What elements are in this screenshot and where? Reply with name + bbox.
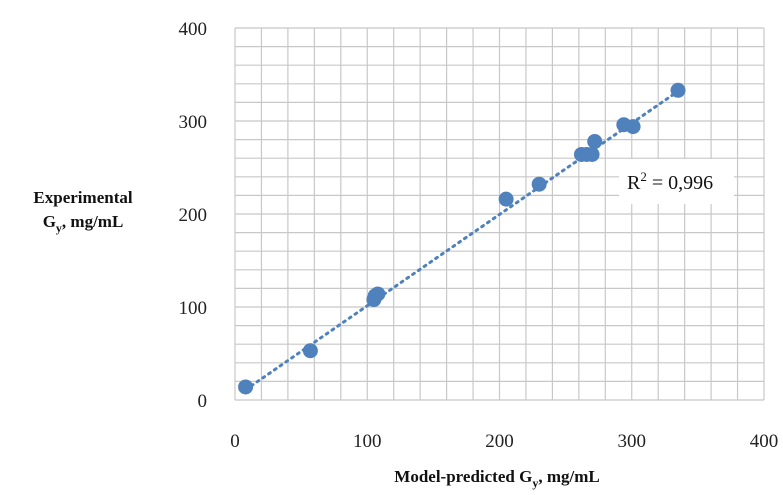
x-tick-labels: 0 100 200 300 400: [230, 431, 778, 452]
x-tick-label: 200: [485, 431, 514, 452]
y-tick-label: 100: [179, 298, 208, 319]
r-squared-superscript: 2: [640, 169, 647, 184]
y-tick-label: 300: [179, 112, 208, 133]
y-tick-labels: 0 100 200 300 400: [179, 19, 208, 412]
x-tick-label: 100: [353, 431, 382, 452]
data-point: [587, 133, 603, 149]
y-tick-label: 400: [179, 19, 208, 40]
x-tick-label: 0: [230, 431, 240, 452]
r-squared-value: = 0,996: [647, 172, 713, 194]
data-point: [625, 119, 641, 135]
y-tick-label: 0: [198, 391, 208, 412]
y-tick-label: 200: [179, 205, 208, 226]
svg-text:Model-predicted Gy, mg/mL: Model-predicted Gy, mg/mL: [394, 467, 599, 490]
x-axis-title: Model-predicted Gy, mg/mL: [394, 467, 599, 490]
x-axis-title-main: Model-predicted G: [394, 467, 532, 486]
y-axis-title: Experimental Gy, mg/mL: [33, 188, 132, 235]
data-point: [670, 82, 686, 98]
data-point: [498, 191, 514, 207]
annotation-box: [619, 159, 734, 204]
y-axis-title-unit: , mg/mL: [62, 212, 123, 231]
data-points: [238, 82, 686, 395]
x-tick-label: 400: [750, 431, 779, 452]
x-axis-title-unit: , mg/mL: [538, 467, 599, 486]
data-point: [302, 343, 318, 359]
data-point: [238, 379, 254, 395]
y-axis-title-symbol: G: [43, 212, 56, 231]
x-tick-label: 300: [618, 431, 647, 452]
svg-text:Gy, mg/mL: Gy, mg/mL: [43, 212, 124, 235]
svg-text:R2 = 0,996: R2 = 0,996: [627, 169, 713, 194]
r-squared-base: R: [627, 172, 641, 194]
data-point: [584, 146, 600, 162]
y-axis-title-line1: Experimental: [33, 188, 132, 207]
y-axis-title-subscript: y: [56, 221, 62, 235]
data-point: [370, 286, 386, 302]
data-point: [531, 176, 547, 192]
x-axis-title-subscript: y: [532, 476, 538, 490]
r-squared-annotation: R2 = 0,996: [619, 159, 734, 204]
